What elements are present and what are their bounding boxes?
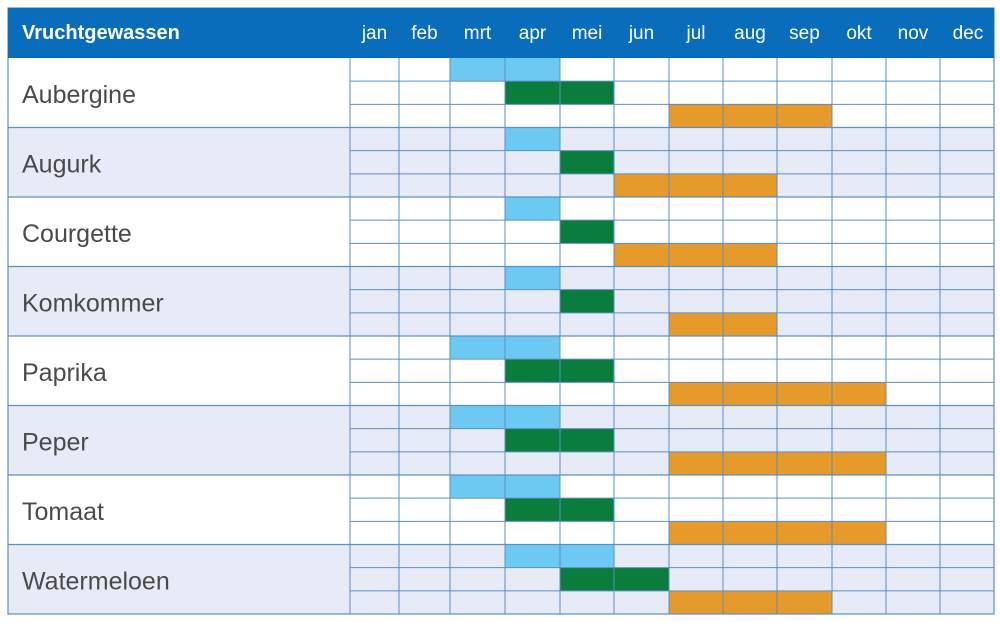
bar-tomaat-stage_3-aug — [723, 521, 777, 545]
month-label-jan: jan — [361, 23, 387, 44]
crop-label-aubergine: Aubergine — [22, 81, 136, 109]
bar-peper-stage_3-jul — [669, 451, 723, 476]
bar-komkommer-stage_1-apr — [505, 266, 560, 290]
month-label-aug: aug — [734, 23, 766, 44]
bar-tomaat-stage_2-mei — [560, 498, 614, 522]
crop-label-courgette: Courgette — [22, 220, 132, 248]
crop-labels: Aubergine Augurk Courgette Komkommer Paprika… — [22, 81, 170, 596]
bar-paprika-stage_2-mei — [560, 359, 614, 383]
bar-peper-stage_1-mrt — [450, 405, 505, 429]
bar-tomaat-stage_3-okt — [832, 521, 886, 545]
bar-paprika-stage_3-okt — [832, 382, 886, 406]
bar-augurk-stage_2-mei — [560, 150, 614, 174]
bar-aubergine-stage_3-jul — [669, 104, 723, 128]
bar-aubergine-stage_1-mrt — [450, 58, 505, 82]
header-row: Vruchtgewassen — [8, 8, 994, 58]
bar-komkommer-stage_3-aug — [723, 312, 777, 337]
month-label-jul: jul — [685, 23, 705, 44]
bar-watermeloen-stage_3-jul — [669, 590, 723, 615]
bar-augurk-stage_1-apr — [505, 127, 560, 151]
bar-watermeloen-stage_1-apr — [505, 544, 560, 568]
header-title: Vruchtgewassen — [22, 22, 180, 44]
month-labels: jan feb mrt apr mei jun jul aug sep okt nov dec — [361, 23, 984, 44]
bar-peper-stage_2-apr — [505, 428, 560, 452]
bar-augurk-stage_3-aug — [723, 173, 777, 198]
bar-courgette-stage_3-jul — [669, 243, 723, 267]
crop-label-paprika: Paprika — [22, 359, 107, 387]
bar-tomaat-stage_3-jul — [669, 521, 723, 545]
month-label-dec: dec — [953, 23, 984, 44]
bar-komkommer-stage_3-jul — [669, 312, 723, 337]
crop-label-tomaat: Tomaat — [22, 498, 104, 526]
bar-aubergine-stage_3-sep — [777, 104, 832, 128]
bar-peper-stage_3-sep — [777, 451, 832, 476]
bar-komkommer-stage_2-mei — [560, 289, 614, 313]
bar-watermeloen-stage_3-aug — [723, 590, 777, 615]
month-label-nov: nov — [898, 23, 929, 44]
bar-watermeloen-stage_2-jun — [614, 567, 669, 591]
month-label-apr: apr — [519, 23, 547, 44]
header-background — [8, 8, 994, 58]
month-label-mei: mei — [572, 23, 603, 44]
bar-paprika-stage_1-mrt — [450, 336, 505, 360]
bar-aubergine-stage_2-mei — [560, 81, 614, 105]
bar-peper-stage_1-apr — [505, 405, 560, 429]
bar-aubergine-stage_1-apr — [505, 58, 560, 82]
crop-label-augurk: Augurk — [22, 151, 102, 179]
row-band-augurk — [8, 127, 994, 197]
stage-bars — [450, 58, 886, 615]
bar-watermeloen-stage_2-mei — [560, 567, 614, 591]
bar-tomaat-stage_1-mrt — [450, 475, 505, 499]
month-label-jun: jun — [628, 23, 654, 44]
row-band-courgette — [8, 197, 994, 267]
month-label-sep: sep — [789, 23, 820, 44]
bar-paprika-stage_3-aug — [723, 382, 777, 406]
bar-tomaat-stage_3-sep — [777, 521, 832, 545]
bar-augurk-stage_3-jun — [614, 173, 669, 198]
bar-watermeloen-stage_1-mei — [560, 544, 614, 568]
bar-aubergine-stage_3-aug — [723, 104, 777, 128]
bar-paprika-stage_3-jul — [669, 382, 723, 406]
bar-courgette-stage_1-apr — [505, 197, 560, 221]
bar-paprika-stage_2-apr — [505, 359, 560, 383]
bar-peper-stage_2-mei — [560, 428, 614, 452]
bar-aubergine-stage_2-apr — [505, 81, 560, 105]
bar-tomaat-stage_1-apr — [505, 475, 560, 499]
month-label-okt: okt — [846, 23, 872, 44]
bar-tomaat-stage_2-apr — [505, 498, 560, 522]
month-label-mrt: mrt — [464, 23, 492, 44]
crop-label-watermeloen: Watermeloen — [22, 568, 170, 596]
crop-label-peper: Peper — [22, 429, 89, 457]
bar-peper-stage_3-aug — [723, 451, 777, 476]
month-label-feb: feb — [411, 23, 437, 44]
row-band-komkommer — [8, 266, 994, 336]
bar-watermeloen-stage_3-sep — [777, 590, 832, 615]
bar-courgette-stage_2-mei — [560, 220, 614, 244]
bar-paprika-stage_1-apr — [505, 336, 560, 360]
bar-courgette-stage_3-jun — [614, 243, 669, 267]
bar-peper-stage_3-okt — [832, 451, 886, 476]
bar-augurk-stage_3-jul — [669, 173, 723, 198]
bar-courgette-stage_3-aug — [723, 243, 777, 267]
bar-paprika-stage_3-sep — [777, 382, 832, 406]
crop-label-komkommer: Komkommer — [22, 290, 164, 318]
row-bands — [8, 58, 994, 614]
